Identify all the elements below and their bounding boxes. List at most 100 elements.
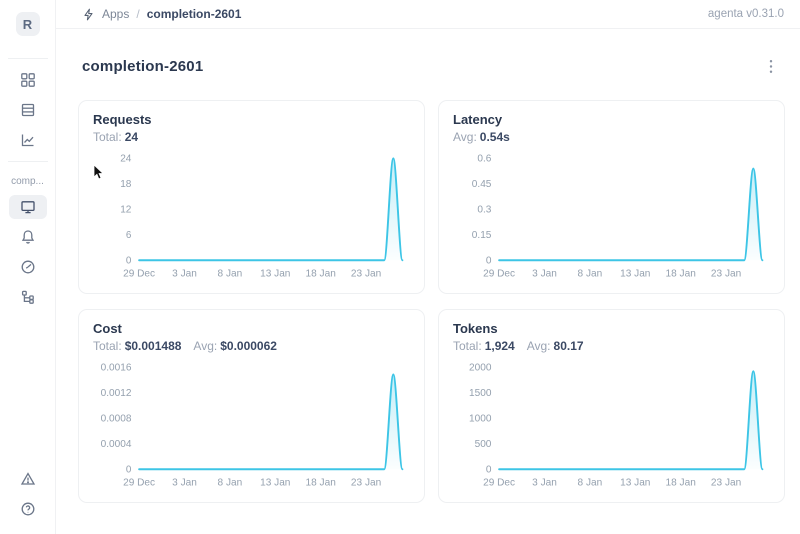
x-axis-ticks: 29 Dec 3 Jan 8 Jan 13 Jan 18 Jan 23 Jan: [123, 478, 381, 489]
svg-text:29 Dec: 29 Dec: [123, 478, 155, 489]
stat-value: 1,924: [484, 339, 515, 353]
svg-text:24: 24: [120, 154, 132, 165]
line-chart-icon: [20, 132, 36, 148]
svg-text:18: 18: [120, 179, 132, 190]
x-axis-ticks: 29 Dec 3 Jan 8 Jan 13 Jan 18 Jan 23 Jan: [483, 269, 741, 280]
svg-text:3 Jan: 3 Jan: [172, 478, 197, 489]
monitor-icon: [20, 199, 36, 215]
card-stats: Total: 24: [93, 130, 412, 144]
workspace-avatar[interactable]: R: [15, 12, 40, 36]
card-title: Requests: [93, 112, 152, 127]
x-axis-ticks: 29 Dec 3 Jan 8 Jan 13 Jan 18 Jan 23 Jan: [483, 478, 741, 489]
svg-text:0: 0: [126, 465, 132, 476]
grid-icon: [20, 72, 36, 88]
sidebar-divider: [7, 161, 48, 162]
metrics-grid: Requests Total: 24 0 6 12 18 24 29 Dec 3 Jan 8 J…: [78, 100, 785, 503]
svg-text:1500: 1500: [469, 388, 492, 399]
stat-value: 80.17: [553, 339, 584, 353]
observability-content: completion-2601 Requests Total: 24 0 6 12 18…: [56, 29, 800, 534]
x-axis-ticks: 29 Dec 3 Jan 8 Jan 13 Jan 18 Jan 23 Jan: [123, 269, 381, 280]
svg-text:3 Jan: 3 Jan: [532, 269, 557, 280]
requests-line-chart[interactable]: 0 6 12 18 24 29 Dec 3 Jan 8 Jan 13 Jan 18 Jan 23 J…: [93, 148, 412, 286]
svg-text:23 Jan: 23 Jan: [711, 269, 741, 280]
y-axis-ticks: 0 6 12 18 24: [120, 154, 132, 267]
svg-text:1000: 1000: [469, 414, 492, 425]
lightning-icon: [82, 8, 95, 21]
main-area: Apps / completion-2601 agenta v0.31.0 co…: [56, 0, 800, 534]
stat: Avg: $0.000062: [193, 339, 277, 353]
page-title: completion-2601: [82, 57, 204, 75]
svg-text:13 Jan: 13 Jan: [260, 478, 290, 489]
sidebar-item-testsets[interactable]: [9, 98, 47, 122]
svg-text:18 Jan: 18 Jan: [666, 478, 696, 489]
svg-text:0.6: 0.6: [477, 154, 491, 165]
breadcrumb-separator: /: [136, 7, 140, 21]
svg-text:23 Jan: 23 Jan: [351, 478, 381, 489]
breadcrumb-current: completion-2601: [146, 7, 242, 21]
y-axis-ticks: 0 0.0004 0.0008 0.0012 0.0016: [101, 363, 132, 476]
sidebar-item-playground[interactable]: [8, 195, 47, 219]
stat-value: $0.001488: [124, 339, 182, 353]
svg-text:0: 0: [486, 256, 492, 267]
stat: Total: 24: [93, 130, 138, 144]
sidebar-item-observability[interactable]: [9, 128, 47, 152]
svg-text:0.15: 0.15: [472, 230, 492, 241]
sidebar-item-help[interactable]: [9, 497, 47, 521]
sidebar-item-dashboard[interactable]: [9, 255, 47, 279]
help-icon: [20, 501, 36, 517]
svg-text:23 Jan: 23 Jan: [711, 478, 741, 489]
stat: Total: $0.001488: [93, 339, 181, 353]
svg-text:8 Jan: 8 Jan: [218, 478, 243, 489]
svg-text:3 Jan: 3 Jan: [532, 478, 557, 489]
series-line: [498, 167, 764, 262]
sidebar-item-traces[interactable]: [9, 285, 47, 309]
tokens-card: Tokens Total: 1,924 Avg: 80.17 0 500 1000 1500…: [438, 309, 785, 503]
more-actions-button[interactable]: [761, 56, 781, 76]
tree-icon: [20, 289, 36, 305]
tokens-line-chart[interactable]: 0 500 1000 1500 2000 29 Dec 3 Jan 8 Jan 13 Jan 18…: [453, 357, 772, 495]
series-line: [138, 157, 404, 262]
card-stats: Total: 1,924 Avg: 80.17: [453, 339, 772, 353]
stat-label: Avg:: [453, 130, 477, 144]
card-title: Tokens: [453, 321, 498, 336]
series-area: [139, 158, 403, 261]
alert-triangle-icon: [20, 471, 36, 487]
svg-text:3 Jan: 3 Jan: [172, 269, 197, 280]
stat-label: Avg:: [193, 339, 218, 353]
requests-card: Requests Total: 24 0 6 12 18 24 29 Dec 3 Jan 8 J…: [78, 100, 425, 294]
stat-label: Avg:: [526, 339, 551, 353]
bell-icon: [20, 229, 36, 245]
app-name-label: comp...: [11, 176, 44, 187]
svg-text:0.45: 0.45: [472, 179, 492, 190]
stat-value: 24: [124, 130, 139, 144]
svg-text:6: 6: [126, 230, 132, 241]
card-title: Latency: [453, 112, 503, 127]
stat: Avg: 80.17: [527, 339, 584, 353]
series-line: [498, 370, 764, 471]
svg-text:0.0004: 0.0004: [101, 439, 132, 450]
svg-text:8 Jan: 8 Jan: [218, 269, 243, 280]
series-line: [138, 373, 404, 471]
series-area: [139, 374, 403, 470]
card-stats: Avg: 0.54s: [453, 130, 772, 144]
sidebar-item-evaluations[interactable]: [9, 225, 47, 249]
stat-value: $0.000062: [220, 339, 277, 353]
svg-text:29 Dec: 29 Dec: [123, 269, 155, 280]
series-area: [499, 168, 763, 261]
svg-text:0: 0: [126, 256, 132, 267]
sidebar-item-apps[interactable]: [9, 68, 47, 92]
svg-text:0.0012: 0.0012: [101, 388, 132, 399]
latency-line-chart[interactable]: 0 0.15 0.3 0.45 0.6 29 Dec 3 Jan 8 Jan 13 Jan 18 …: [453, 148, 772, 286]
y-axis-ticks: 0 0.15 0.3 0.45 0.6: [472, 154, 492, 267]
sidebar-divider: [7, 58, 48, 59]
sidebar-item-alerts[interactable]: [9, 467, 47, 491]
svg-text:18 Jan: 18 Jan: [666, 269, 696, 280]
svg-text:2000: 2000: [469, 363, 492, 374]
breadcrumb-apps-link[interactable]: Apps: [102, 7, 130, 21]
breadcrumb: Apps / completion-2601: [82, 7, 241, 21]
svg-text:23 Jan: 23 Jan: [351, 269, 381, 280]
sidebar: R: [0, 0, 56, 534]
cost-line-chart[interactable]: 0 0.0004 0.0008 0.0012 0.0016 29 Dec 3 Jan 8 Ja…: [93, 357, 412, 495]
gauge-icon: [20, 259, 36, 275]
svg-text:0.0008: 0.0008: [101, 414, 132, 425]
